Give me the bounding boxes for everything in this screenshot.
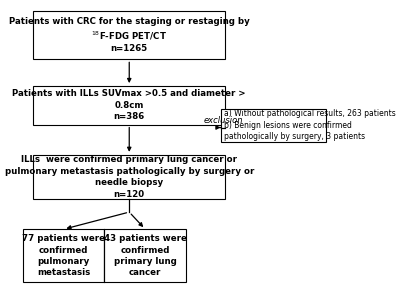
Bar <box>33 86 226 125</box>
Bar <box>221 109 326 142</box>
Text: a) Without pathological results, 263 patients
b) Benign lesions were confirmed
p: a) Without pathological results, 263 pat… <box>224 109 396 141</box>
Text: 43 patients were
confirmed
primary lung
cancer: 43 patients were confirmed primary lung … <box>104 234 187 277</box>
Bar <box>104 229 186 282</box>
Text: Patients with CRC for the staging or restaging by
$^{18}$F-FDG PET/CT
n=1265: Patients with CRC for the staging or res… <box>9 17 250 53</box>
Text: Patients with ILLs SUVmax >0.5 and diameter >
0.8cm
n=386: Patients with ILLs SUVmax >0.5 and diame… <box>12 89 246 121</box>
Bar <box>33 155 226 199</box>
Text: ILLs  were confirmed primary lung cancer or
pulmonary metastasis pathologically : ILLs were confirmed primary lung cancer … <box>4 155 254 199</box>
Bar <box>33 11 226 59</box>
Text: 77 patients were
confirmed
pulmonary
metastasis: 77 patients were confirmed pulmonary met… <box>22 234 105 277</box>
Bar <box>23 229 104 282</box>
Text: exclusion: exclusion <box>203 116 243 125</box>
